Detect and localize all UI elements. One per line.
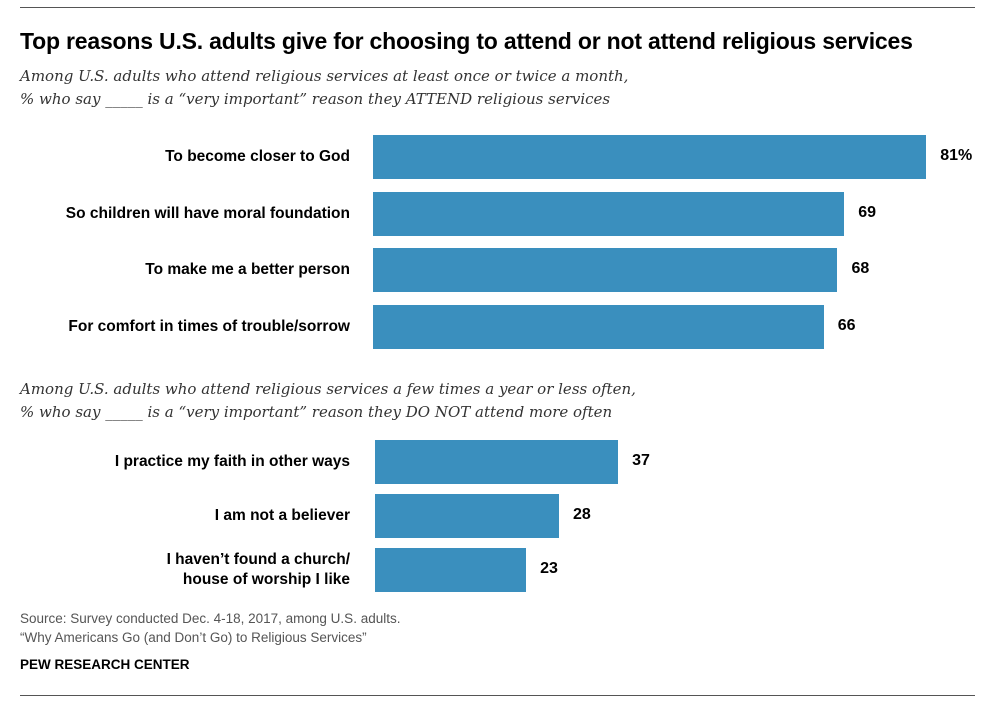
subtitle-1-line-2: % who say _____ is a “very important” re… bbox=[20, 90, 611, 108]
bar bbox=[375, 494, 559, 538]
data-label: 81% bbox=[940, 147, 973, 164]
data-label: 28 bbox=[572, 506, 591, 523]
category-label: I am not a believer bbox=[215, 506, 350, 526]
category-label: So children will have moral foundation bbox=[65, 204, 350, 222]
category-label: I haven’t found a church/house of worshi… bbox=[167, 550, 350, 590]
category-label-line: house of worship I like bbox=[182, 571, 350, 588]
category-label: For comfort in times of trouble/sorrow bbox=[68, 317, 350, 335]
top-rule bbox=[20, 7, 975, 8]
brand-logo-text: PEW RESEARCH CENTER bbox=[20, 657, 190, 672]
data-label: 68 bbox=[851, 260, 870, 277]
bar bbox=[373, 248, 838, 292]
chart-title: Top reasons U.S. adults give for choosin… bbox=[20, 28, 913, 54]
subtitle-1-line-1: Among U.S. adults who attend religious s… bbox=[20, 67, 629, 85]
data-label: 23 bbox=[540, 560, 558, 577]
category-label: I practice my faith in other ways bbox=[115, 452, 350, 472]
bar bbox=[373, 135, 927, 179]
category-label: To make me a better person bbox=[145, 261, 350, 278]
subtitle-2-line-1: Among U.S. adults who attend religious s… bbox=[20, 380, 636, 398]
category-label-line: I haven’t found a church/ bbox=[166, 551, 350, 568]
data-label: 69 bbox=[858, 203, 877, 221]
bottom-rule bbox=[20, 695, 975, 696]
category-label-line: I practice my faith in other ways bbox=[114, 453, 350, 470]
bar bbox=[373, 304, 824, 349]
data-label: 66 bbox=[837, 316, 856, 334]
subtitle-2-line-2: % who say _____ is a “very important” re… bbox=[20, 403, 613, 421]
source-line-1: Source: Survey conducted Dec. 4-18, 2017… bbox=[20, 611, 401, 626]
category-label-line: I am not a believer bbox=[214, 507, 350, 524]
source-line-2: “Why Americans Go (and Don’t Go) to Reli… bbox=[20, 630, 367, 645]
bar bbox=[375, 548, 527, 592]
bar bbox=[373, 191, 845, 236]
bar bbox=[375, 440, 619, 484]
category-label: To become closer to God bbox=[165, 148, 350, 165]
data-label: 37 bbox=[632, 452, 650, 469]
